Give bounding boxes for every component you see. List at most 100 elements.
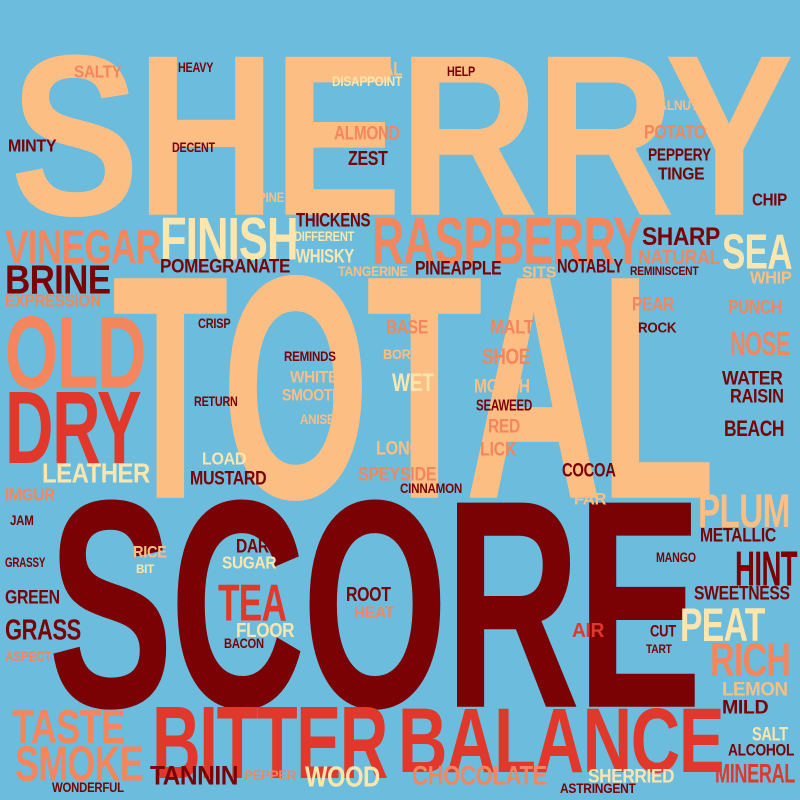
word-finish: FINISH [160,206,298,274]
word-expression: EXPRESSION [5,291,101,311]
word-sharp: SHARP [642,222,720,251]
word-sherried: SHERRIED [588,765,675,787]
word-seaweed: SEAWEED [476,396,533,415]
word-rock: ROCK [638,319,677,336]
word-different: DIFFERENT [294,229,355,245]
word-nose: NOSE [730,325,790,363]
word-shoe: SHOE [482,344,531,370]
word-bit: BIT [136,562,155,577]
word-alcohol: ALCOHOL [728,740,795,760]
word-green: GREEN [5,586,60,608]
word-mild: MILD [722,696,769,718]
word-dry: DRY [5,371,142,486]
word-cocoa: COCOA [562,459,616,481]
word-beach: BEACH [724,416,785,442]
word-pepper: PEPPER [244,768,297,784]
word-pineapple: PINEAPPLE [415,257,502,279]
word-punch: PUNCH [728,296,782,318]
word-red: RED [488,415,520,437]
word-grassy: GRASSY [5,555,46,571]
word-cut: CUT [650,621,676,641]
word-plum: PLUM [698,484,790,538]
word-tangerine: TANGERINE [338,264,408,280]
word-pomegranate: POMEGRANATE [160,255,291,277]
word-tannin: TANNIN [150,761,238,792]
word-sea: SEA [722,225,793,280]
word-tinge: TINGE [658,164,705,184]
word-peat: PEAT [680,598,765,652]
word-mustard: MUSTARD [190,467,267,489]
word-potato: POTATO [644,121,706,143]
word-smooth: SMOOTH [282,385,343,405]
word-anise: ANISE [300,412,335,428]
word-chip: CHIP [752,190,787,210]
word-heavy: HEAVY [178,60,214,76]
word-score: SCORE [48,438,702,771]
word-wood: WOOD [305,759,380,793]
word-mineral: MINERAL [715,759,796,790]
word-salt: SALT [752,723,788,745]
word-wonderful: WONDERFUL [52,780,124,796]
word-tart: TART [646,642,672,657]
word-imgur: IMGUR [5,485,55,505]
word-mango: MANGO [656,550,696,566]
word-natural: NATURAL [638,245,721,269]
word-sweetness: SWEETNESS [694,582,790,604]
word-white: WHITE [290,367,338,387]
word-zest: ZEST [348,146,388,170]
word-load: LOAD [202,449,247,469]
word-floor: FLOOR [236,618,295,642]
word-pine: PINE [258,190,285,206]
word-vinegar: VINEGAR [5,220,161,274]
word-astringent: ASTRINGENT [560,781,636,797]
word-peppery: PEPPERY [648,145,711,165]
word-reminds: REMINDS [284,349,336,365]
word-hint: HINT [735,542,798,597]
word-water: WATER [722,367,783,389]
word-heat: HEAT [354,603,394,622]
word-chocolate: CHOCOLATE [412,761,547,792]
word-walnut: WALNUT [648,98,698,114]
word-leather: LEATHER [42,457,150,489]
word-brine: BRINE [5,256,111,303]
word-bitter: BITTER [152,686,388,800]
word-aspect: ASPECT [5,649,52,665]
word-sherry: SHERRY [10,7,794,264]
word-notably: NOTABLY [557,255,623,277]
word-decent: DECENT [172,140,215,156]
word-wet: WET [392,368,434,397]
word-reminiscent: REMINISCENT [630,264,699,279]
word-long: LONG [376,437,422,459]
word-mouth: MOUTH [474,375,530,397]
word-disappoint: DISAPPOINT [332,74,402,90]
word-raisin: RAISIN [730,385,784,407]
word-boring: BORING [383,347,433,363]
word-return: RETURN [194,394,238,410]
word-rice: RICE [133,542,167,562]
word-total: TOTAL [112,209,715,566]
word-whisky: WHISKY [296,245,354,267]
word-lick: LICK [480,438,517,460]
word-old: OLD [5,296,146,411]
word-malt: MALT [490,316,534,338]
word-speyside: SPEYSIDE [358,463,437,485]
word-dark: DARK [236,535,280,557]
word-grass: GRASS [5,612,81,646]
word-balance: BALANCE [398,690,725,793]
word-pear: PEAR [632,293,674,315]
word-taste: TASTE [12,700,125,754]
word-thickens: THICKENS [296,209,371,231]
word-sits: SITS [522,263,556,282]
word-base: BASE [386,316,428,338]
word-cinnamon: CINNAMON [400,481,463,497]
word-tea: TEA [218,573,287,632]
word-minty: MINTY [8,136,57,156]
word-bacon: BACON [224,636,264,652]
word-rich: RICH [710,633,791,687]
word-jam: JAM [10,513,34,529]
word-crisp: CRISP [198,316,231,332]
word-salty: SALTY [74,62,122,82]
word-smoke: SMOKE [15,737,144,792]
word-metallic: METALLIC [700,524,776,546]
